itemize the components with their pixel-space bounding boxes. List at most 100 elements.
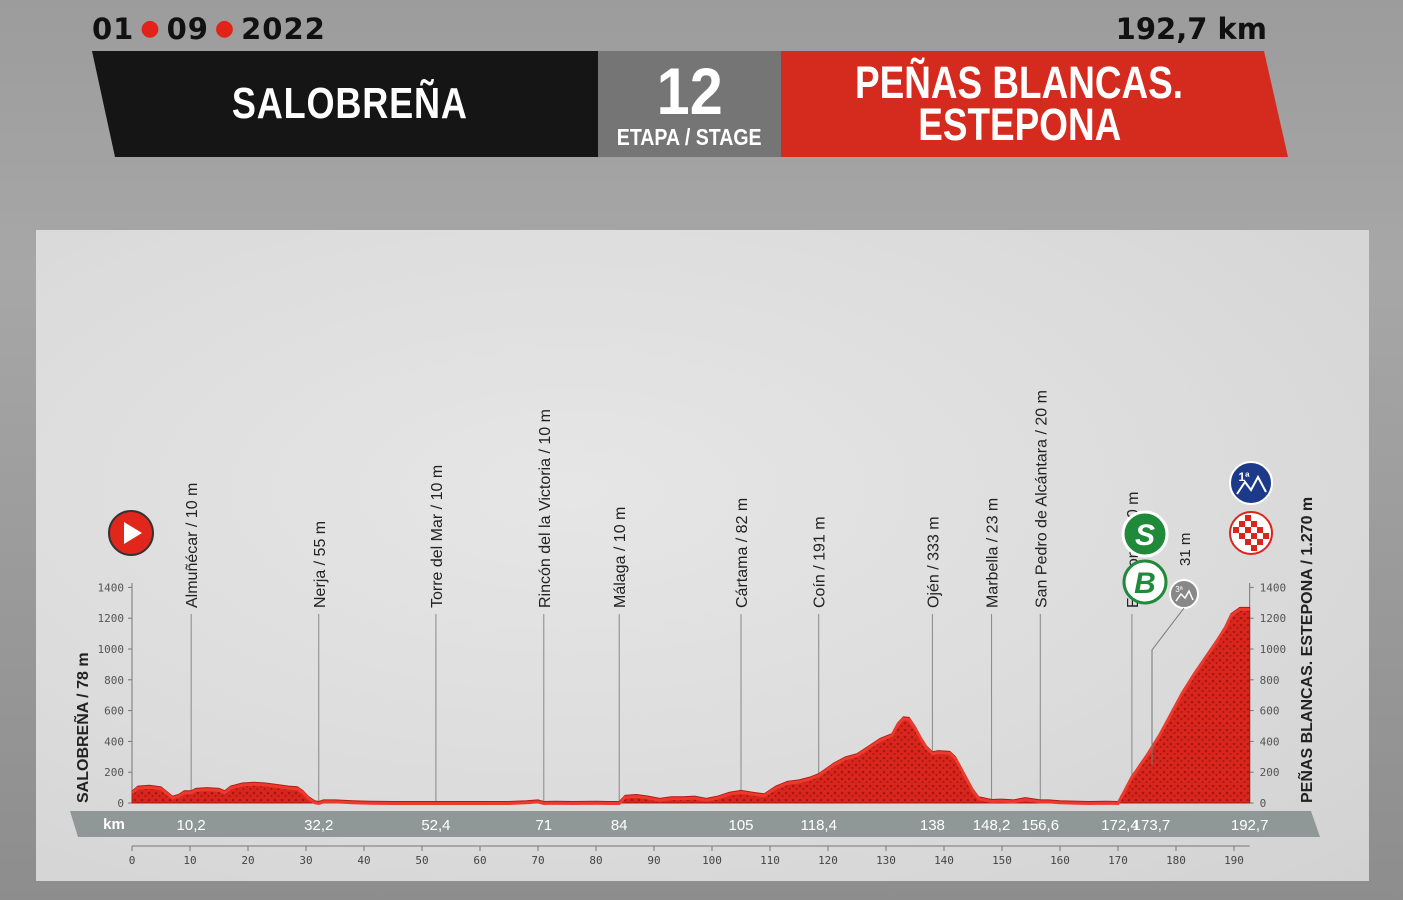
sprint-icon xyxy=(1121,510,1169,558)
y-tick-label-right: 600 xyxy=(1260,705,1280,718)
date-month: 09 xyxy=(166,12,209,46)
y-tick-label-right: 400 xyxy=(1260,735,1280,748)
x-tick-label: 120 xyxy=(818,854,838,867)
km-point-label: 173,7 xyxy=(1133,817,1171,834)
x-tick-label: 20 xyxy=(241,854,254,867)
stage-date: 01 ● 09 ● 2022 xyxy=(92,12,326,46)
mountain-glyph xyxy=(1175,589,1194,602)
x-tick-label: 160 xyxy=(1050,854,1070,867)
checker-square xyxy=(1239,521,1245,527)
y-tick-label-left: 1000 xyxy=(98,643,125,656)
start-elevation-label: SALOBREÑA / 78 m xyxy=(72,652,92,803)
checker-square xyxy=(1245,527,1251,533)
mountain-cat1-icon xyxy=(1229,461,1273,505)
y-tick-label-left: 1200 xyxy=(98,612,125,625)
x-tick-label: 190 xyxy=(1224,854,1244,867)
start-town: SALOBREÑA xyxy=(232,79,468,128)
checker-square xyxy=(1263,533,1269,539)
x-tick-label: 110 xyxy=(760,854,780,867)
y-tick-label-left: 400 xyxy=(104,735,124,748)
checker-square xyxy=(1257,527,1263,533)
y-tick-label-right: 1000 xyxy=(1260,643,1287,656)
y-tick-label-left: 800 xyxy=(104,674,124,687)
date-separator-dot: ● xyxy=(214,16,236,41)
y-tick-label-left: 1400 xyxy=(98,581,125,594)
y-tick-label-left: 0 xyxy=(117,797,124,810)
x-tick-label: 130 xyxy=(876,854,896,867)
place-label: San Pedro de Alcántara / 20 m xyxy=(1033,390,1050,608)
stage-banner: 12 ETAPA / STAGE xyxy=(598,51,781,157)
x-tick-label: 140 xyxy=(934,854,954,867)
y-tick-label-right: 800 xyxy=(1260,674,1280,687)
date-year: 2022 xyxy=(241,12,326,46)
km-point-label: 32,2 xyxy=(304,817,333,834)
y-tick-label-right: 1400 xyxy=(1260,581,1287,594)
place-label: Marbella / 23 m xyxy=(985,498,1002,608)
place-label: Cártama / 82 m xyxy=(734,498,751,608)
x-tick-label: 90 xyxy=(647,854,660,867)
place-label: Nerja / 55 m xyxy=(312,521,329,608)
km-point-label: 138 xyxy=(920,817,945,834)
km-point-label: 105 xyxy=(728,817,753,834)
finish-banner: PEÑAS BLANCAS. ESTEPONA xyxy=(781,51,1288,157)
mountain-glyph xyxy=(1236,474,1267,495)
climb-cat1-text: 1ª xyxy=(1238,470,1250,484)
stage-number: 12 xyxy=(656,53,723,128)
checker-square xyxy=(1239,533,1245,539)
checker-square xyxy=(1233,527,1239,533)
x-tick-label: 30 xyxy=(299,854,312,867)
climb-altitude-label: 31 m xyxy=(1177,533,1194,566)
km-bar-label: km xyxy=(103,816,125,833)
checker-square xyxy=(1245,539,1251,545)
climb-cat3-text: 3ª xyxy=(1175,585,1182,594)
y-tick-label-left: 200 xyxy=(104,766,124,779)
place-label: Ojén / 333 m xyxy=(925,516,942,608)
date-day: 01 xyxy=(92,12,135,46)
start-banner: SALOBREÑA xyxy=(92,51,598,157)
x-tick-label: 80 xyxy=(589,854,602,867)
date-separator-dot: ● xyxy=(140,16,161,41)
finish-line-1: PEÑAS BLANCAS. xyxy=(855,57,1184,108)
km-point-label: 10,2 xyxy=(177,817,206,834)
finish-elevation-label: PEÑAS BLANCAS. ESTEPONA / 1.270 m xyxy=(1296,497,1316,803)
km-point-label: 148,2 xyxy=(973,817,1011,834)
checker-square xyxy=(1257,539,1263,545)
km-point-label: 172,4 xyxy=(1101,817,1139,834)
elevation-profile-ridge xyxy=(131,607,1250,806)
km-point-label: 84 xyxy=(611,817,628,834)
km-point-label: 118,4 xyxy=(801,817,837,834)
bonus-letter: B xyxy=(1134,567,1156,600)
y-tick-label-right: 200 xyxy=(1260,766,1280,779)
checker-square xyxy=(1245,515,1251,521)
mountain-cat3-icon xyxy=(1169,579,1199,609)
x-tick-label: 170 xyxy=(1108,854,1128,867)
checker-square xyxy=(1251,545,1257,551)
y-tick-label-right: 0 xyxy=(1260,797,1267,810)
play-triangle-icon xyxy=(124,522,142,544)
finish-line-2: ESTEPONA xyxy=(917,99,1121,150)
km-point-label: 156,6 xyxy=(1022,817,1060,834)
y-tick-label-right: 1200 xyxy=(1260,612,1287,625)
place-label: Coín / 191 m xyxy=(812,516,829,608)
stage-label: ETAPA / STAGE xyxy=(617,123,762,150)
km-point-label: 52,4 xyxy=(421,817,450,834)
x-tick-label: 60 xyxy=(473,854,486,867)
elevation-profile-area xyxy=(131,606,1251,804)
x-tick-label: 180 xyxy=(1166,854,1186,867)
place-label: Torre del Mar / 10 m xyxy=(429,465,446,608)
sprint-letter: S xyxy=(1135,519,1155,552)
x-tick-label: 50 xyxy=(415,854,428,867)
x-tick-label: 40 xyxy=(357,854,370,867)
x-tick-label: 150 xyxy=(992,854,1012,867)
checker-square xyxy=(1251,521,1257,527)
place-label: Málaga / 10 m xyxy=(612,507,629,608)
x-tick-label: 10 xyxy=(183,854,196,867)
x-tick-label: 100 xyxy=(702,854,722,867)
x-tick-label: 70 xyxy=(531,854,544,867)
km-point-label: 192,7 xyxy=(1231,817,1269,834)
y-tick-label-left: 600 xyxy=(104,705,124,718)
checker-square xyxy=(1251,533,1257,539)
km-axis-bar xyxy=(70,811,1320,837)
bonus-icon xyxy=(1122,559,1168,605)
